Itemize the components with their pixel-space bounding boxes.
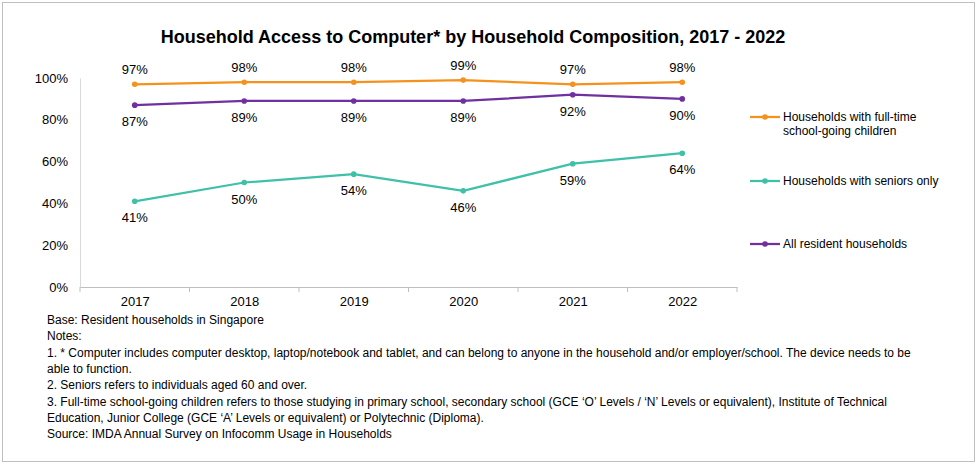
data-label: 90% — [669, 108, 695, 123]
y-tick-label: 20% — [42, 238, 68, 253]
x-separator — [189, 287, 190, 292]
legend: Households with full-timeschool-going ch… — [750, 110, 938, 251]
series-marker — [460, 98, 466, 104]
y-tick-label: 0% — [49, 280, 68, 295]
series-marker — [132, 81, 138, 87]
y-tick: 20% — [42, 238, 80, 253]
x-separator — [627, 287, 628, 292]
y-tick-label: 60% — [42, 154, 68, 169]
legend-item: Households with full-timeschool-going ch… — [750, 110, 917, 138]
footnotes: Base: Resident households in Singapore No… — [47, 313, 911, 441]
x-tick-label: 2018 — [230, 294, 259, 309]
data-label: 99% — [450, 58, 476, 73]
data-label: 92% — [560, 104, 586, 119]
series-marker — [351, 79, 357, 85]
frame — [3, 3, 975, 462]
legend-marker — [762, 114, 768, 120]
footnote: 1. * Computer includes computer desktop,… — [47, 346, 911, 360]
series-marker — [241, 180, 247, 186]
x-tick: 2020 — [449, 287, 478, 309]
y-axis-line — [80, 79, 81, 288]
data-label: 46% — [450, 200, 476, 215]
legend-item: Households with seniors only — [750, 174, 938, 188]
x-tick-label: 2017 — [121, 294, 150, 309]
y-tick: 100% — [35, 71, 80, 86]
x-tick: 2017 — [121, 287, 150, 309]
series-marker — [241, 79, 247, 85]
data-label: 89% — [341, 110, 367, 125]
footnote: Notes: — [47, 329, 82, 343]
legend-label: All resident households — [783, 237, 907, 251]
x-separator — [518, 287, 519, 292]
data-label: 97% — [122, 62, 148, 77]
data-label: 97% — [560, 62, 586, 77]
x-separator — [80, 287, 81, 292]
series-marker — [570, 92, 576, 98]
data-label: 87% — [122, 114, 148, 129]
footnote: Education, Junior College (GCE ‘A’ Level… — [47, 411, 484, 425]
series-marker — [679, 96, 685, 102]
y-tick: 40% — [42, 196, 80, 211]
title: Household Access to Computer* by Househo… — [161, 27, 785, 47]
x-tick-label: 2020 — [449, 294, 478, 309]
y-tick: 60% — [42, 154, 80, 169]
y-axis: 0% 20% 40% 60% 80% 100% — [35, 71, 81, 295]
series-marker — [351, 171, 357, 177]
x-separator — [299, 287, 300, 292]
data-label: 54% — [341, 183, 367, 198]
x-axis: 2017 2018 2019 2020 2021 2022 — [81, 287, 738, 309]
x-separator — [408, 287, 409, 292]
x-separators — [80, 287, 737, 292]
y-tick-label: 40% — [42, 196, 68, 211]
y-tick: 0% — [49, 280, 80, 295]
x-tick-label: 2022 — [668, 294, 697, 309]
x-tick-label: 2021 — [559, 294, 588, 309]
footnote: Source: IMDA Annual Survey on Infocomm U… — [47, 427, 392, 441]
data-label: 59% — [560, 173, 586, 188]
series-line — [135, 80, 683, 84]
series-marker — [351, 98, 357, 104]
legend-label: Households with seniors only — [783, 174, 938, 188]
series-marker — [570, 161, 576, 167]
legend-marker — [762, 241, 768, 247]
footnote: able to function. — [47, 362, 132, 376]
series-line — [135, 95, 683, 105]
data-labels: 97% 98% 98% 99% 97% 98% 41% 50% 54% 46% 59% 64% 87% 8… — [122, 58, 696, 225]
y-tick-label: 100% — [35, 71, 69, 86]
legend-item: All resident households — [750, 237, 907, 251]
series-marker — [460, 77, 466, 83]
chart: Household Access to Computer* by Househo… — [0, 0, 979, 467]
data-label: 41% — [122, 210, 148, 225]
series-marker — [679, 150, 685, 156]
series-marker — [132, 102, 138, 108]
y-tick: 80% — [42, 112, 80, 127]
y-tick-label: 80% — [42, 112, 68, 127]
series-marker — [460, 188, 466, 194]
footnote: 3. Full-time school-going children refer… — [47, 395, 887, 409]
data-label: 89% — [450, 110, 476, 125]
x-tick: 2021 — [559, 287, 588, 309]
data-label: 98% — [669, 60, 695, 75]
footnote: 2. Seniors refers to individuals aged 60… — [47, 378, 307, 392]
footnote: Base: Resident households in Singapore — [47, 313, 264, 327]
series-line — [135, 153, 683, 201]
plot-area — [132, 77, 685, 204]
x-tick: 2022 — [668, 287, 697, 309]
data-label: 98% — [231, 60, 257, 75]
series-marker — [132, 199, 138, 205]
data-label: 98% — [341, 60, 367, 75]
x-tick: 2018 — [230, 287, 259, 309]
legend-marker — [762, 178, 768, 184]
data-label: 50% — [231, 192, 257, 207]
series-marker — [570, 81, 576, 87]
data-label: 89% — [231, 110, 257, 125]
data-label: 64% — [669, 162, 695, 177]
legend-label: Households with full-timeschool-going ch… — [783, 110, 917, 138]
x-tick-label: 2019 — [340, 294, 369, 309]
series-marker — [679, 79, 685, 85]
series-marker — [241, 98, 247, 104]
x-separator — [737, 287, 738, 292]
x-tick: 2019 — [340, 287, 369, 309]
